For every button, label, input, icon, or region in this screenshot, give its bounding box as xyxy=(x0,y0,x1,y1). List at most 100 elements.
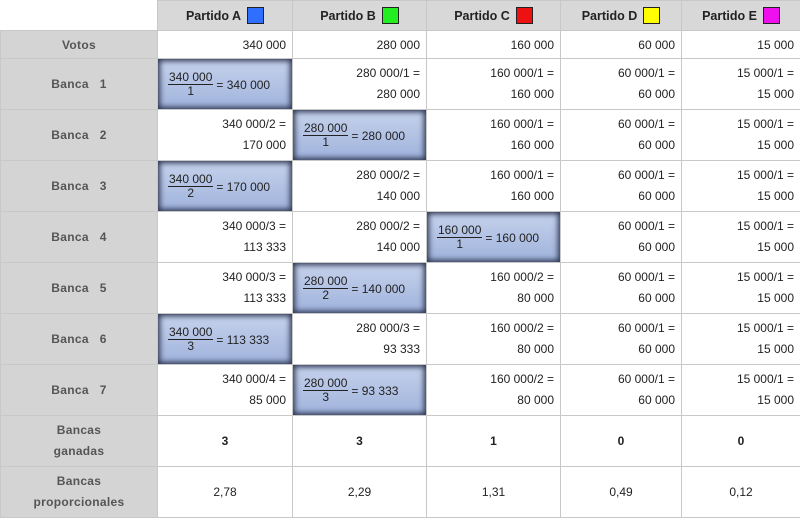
quotient-expression: 15 000/1 = xyxy=(736,372,794,386)
quotient-fraction: 280 000 2 = 140 000 xyxy=(303,275,405,302)
quotient-value: 113 333 xyxy=(243,291,287,305)
quotient-cell: 15 000/1 = 15 000 xyxy=(681,109,800,161)
header-row: Partido A Partido B Partido C Partido D Part… xyxy=(0,0,800,31)
party-header-content: Partido D xyxy=(582,7,661,24)
party-name: Partido B xyxy=(320,8,376,23)
quotient-expression: 160 000/1 = xyxy=(490,117,554,131)
quotient-value: 60 000 xyxy=(638,138,675,152)
fraction: 340 000 1 xyxy=(168,70,214,98)
quotient-cell: 160 000/2 = 80 000 xyxy=(426,364,561,416)
quotient-value: 60 000 xyxy=(638,291,675,305)
party-name: Partido C xyxy=(454,8,510,23)
fraction-numerator: 340 000 xyxy=(168,325,214,340)
quotient-value: 160 000 xyxy=(510,87,554,101)
quotient-cell: 60 000/1 = 60 000 xyxy=(560,109,682,161)
seats-won-label-line1: Bancas xyxy=(56,423,102,437)
quotient-cell: 340 000/4 = 85 000 xyxy=(157,364,293,416)
seat-row: Banca 3 340 000 2 = 170 000 280 000/2 = 140 0… xyxy=(0,160,800,212)
proportional-seats-value: 2,29 xyxy=(292,466,427,518)
seat-label: Banca 5 xyxy=(0,262,158,314)
quotient-cell: 60 000/1 = 60 000 xyxy=(560,211,682,263)
quotient-value: 60 000 xyxy=(638,240,675,254)
proportional-seats-label-line2: proporcionales xyxy=(33,495,125,509)
quotient-value: 15 000 xyxy=(757,189,794,203)
quotient-expression: 60 000/1 = xyxy=(617,117,675,131)
quotient-expression: 15 000/1 = xyxy=(736,168,794,182)
quotient-value: 60 000 xyxy=(638,342,675,356)
proportional-seats-value: 0,49 xyxy=(560,466,682,518)
proportional-seats-label-line1: Bancas xyxy=(56,474,102,488)
votes-cell: 160 000 xyxy=(426,30,561,59)
quotient-cell: 60 000/1 = 60 000 xyxy=(560,58,682,110)
quotient-expression: 340 000/3 = xyxy=(222,270,286,284)
quotient-cell: 15 000/1 = 15 000 xyxy=(681,58,800,110)
quotient-value: 15 000 xyxy=(757,240,794,254)
party-header: Partido E xyxy=(681,0,800,31)
seats-won-label: Bancas ganadas xyxy=(0,415,158,467)
quotient-fraction: 340 000 1 = 340 000 xyxy=(168,71,270,98)
quotient-cell: 60 000/1 = 60 000 xyxy=(560,262,682,314)
quotient-fraction: 340 000 2 = 170 000 xyxy=(168,173,270,200)
party-header-content: Partido E xyxy=(702,7,780,24)
quotient-expression: 60 000/1 = xyxy=(617,321,675,335)
votes-cell: 280 000 xyxy=(292,30,427,59)
quotient-value: 140 000 xyxy=(376,240,420,254)
party-color-swatch xyxy=(643,7,661,24)
seat-label: Banca 2 xyxy=(0,109,158,161)
seat-won-cell: 280 000 2 = 140 000 xyxy=(292,262,427,314)
quotient-expression: 60 000/1 = xyxy=(617,66,675,80)
seat-won-cell: 280 000 1 = 280 000 xyxy=(292,109,427,161)
quotient-value: 15 000 xyxy=(757,291,794,305)
quotient-value: 160 000 xyxy=(510,138,554,152)
fraction: 280 000 2 xyxy=(303,275,349,302)
quotient-cell: 340 000/3 = 113 333 xyxy=(157,211,293,263)
fraction: 160 000 1 xyxy=(437,224,483,251)
proportional-seats-value: 0,12 xyxy=(681,466,800,518)
seat-label: Banca 7 xyxy=(0,364,158,416)
quotient-expression: 160 000/1 = xyxy=(490,168,554,182)
quotient-result: = 113 333 xyxy=(216,332,270,347)
fraction-numerator: 280 000 xyxy=(303,376,349,391)
seat-won-cell: 340 000 1 = 340 000 xyxy=(157,58,293,110)
fraction-numerator: 340 000 xyxy=(168,172,214,187)
seats-won-value: 3 xyxy=(157,415,293,467)
quotient-cell: 160 000/2 = 80 000 xyxy=(426,313,561,365)
quotient-cell: 15 000/1 = 15 000 xyxy=(681,364,800,416)
seat-row: Banca 1 340 000 1 = 340 000 280 000/1 = 280 0… xyxy=(0,58,800,110)
party-color-swatch xyxy=(381,7,399,24)
quotient-expression: 280 000/1 = xyxy=(356,66,420,80)
quotient-expression: 15 000/1 = xyxy=(736,270,794,284)
fraction: 340 000 3 xyxy=(168,325,214,353)
quotient-expression: 340 000/2 = xyxy=(222,117,286,131)
quotient-cell: 15 000/1 = 15 000 xyxy=(681,211,800,263)
quotient-expression: 60 000/1 = xyxy=(617,270,675,284)
quotient-value: 170 000 xyxy=(242,138,286,152)
quotient-expression: 60 000/1 = xyxy=(617,168,675,182)
quotient-cell: 160 000/1 = 160 000 xyxy=(426,58,561,110)
seat-won-cell: 340 000 2 = 170 000 xyxy=(157,160,293,212)
party-header: Partido B xyxy=(292,0,427,31)
quotient-expression: 280 000/3 = xyxy=(356,321,420,335)
seat-label: Banca 4 xyxy=(0,211,158,263)
quotient-cell: 60 000/1 = 60 000 xyxy=(560,364,682,416)
quotient-fraction: 160 000 1 = 160 000 xyxy=(437,224,539,251)
votes-cell: 340 000 xyxy=(157,30,293,59)
quotient-cell: 280 000/3 = 93 333 xyxy=(292,313,427,365)
fraction-denominator: 1 xyxy=(187,84,195,98)
fraction-numerator: 280 000 xyxy=(303,121,349,136)
fraction: 280 000 1 xyxy=(303,121,349,149)
proportional-seats-value: 1,31 xyxy=(426,466,561,518)
seat-label: Banca 6 xyxy=(0,313,158,365)
quotient-expression: 160 000/1 = xyxy=(490,66,554,80)
seat-won-cell: 280 000 3 = 93 333 xyxy=(292,364,427,416)
quotient-expression: 340 000/3 = xyxy=(222,219,286,233)
quotient-expression: 15 000/1 = xyxy=(736,66,794,80)
seat-label: Banca 3 xyxy=(0,160,158,212)
quotient-expression: 280 000/2 = xyxy=(356,168,420,182)
seat-row: Banca 7 340 000/4 = 85 000 280 000 3 = 93 333… xyxy=(0,364,800,416)
proportional-seats-value: 2,78 xyxy=(157,466,293,518)
fraction-denominator: 1 xyxy=(322,135,330,149)
quotient-cell: 160 000/2 = 80 000 xyxy=(426,262,561,314)
fraction-numerator: 340 000 xyxy=(168,70,214,85)
